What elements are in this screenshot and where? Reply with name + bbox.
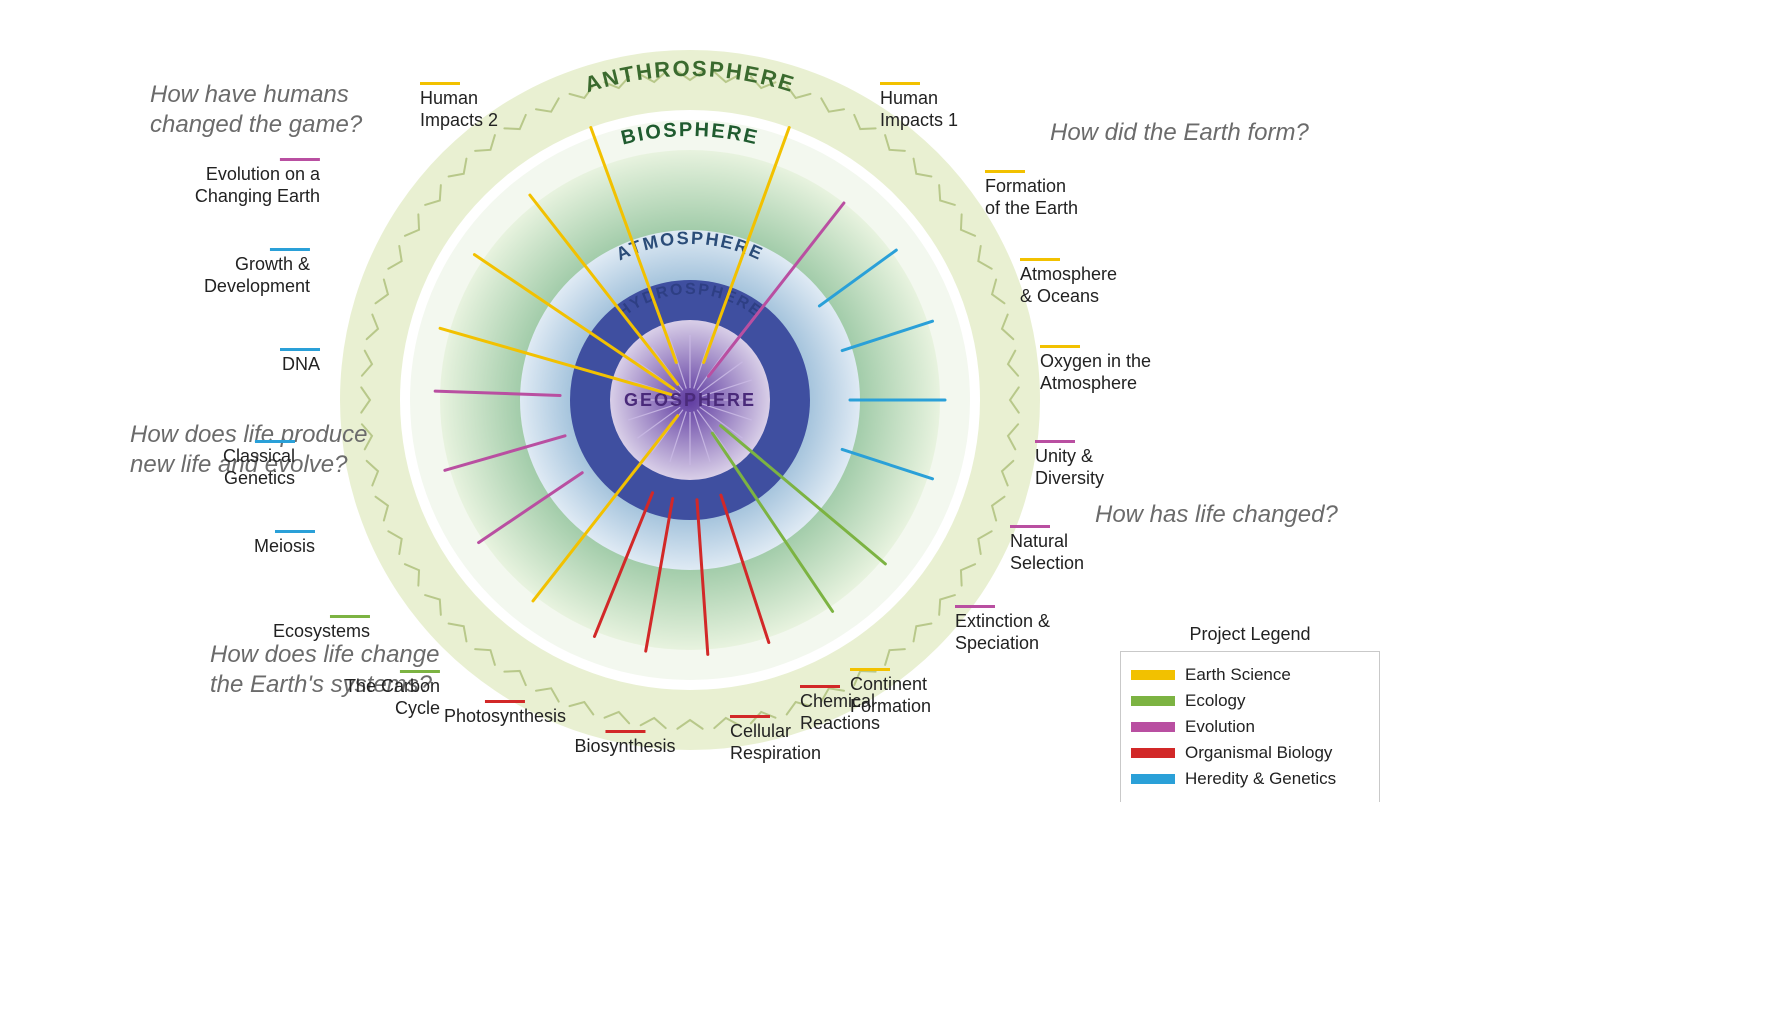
topic-underline	[1010, 525, 1050, 528]
topic-label-text: Natural Selection	[1010, 531, 1084, 573]
infographic-stage: ANTHROSPHEREBIOSPHEREATMOSPHEREHYDROSPHE…	[0, 0, 1771, 1033]
topic-label-text: Oxygen in the Atmosphere	[1040, 351, 1151, 393]
topic-atmosphere-oceans: Atmosphere & Oceans	[1020, 258, 1117, 307]
legend-title: Project Legend	[1120, 620, 1380, 651]
topic-oxygen-atmosphere: Oxygen in the Atmosphere	[1040, 345, 1151, 394]
legend-label: Organismal Biology	[1185, 743, 1332, 763]
legend-swatch	[1131, 670, 1175, 680]
topic-underline	[330, 615, 370, 618]
legend-label: Heredity & Genetics	[1185, 769, 1336, 789]
topic-label-text: Ecosystems	[273, 621, 370, 641]
topic-underline	[275, 530, 315, 533]
topic-underline	[420, 82, 460, 85]
topic-underline	[400, 670, 440, 673]
topic-carbon-cycle: The Carbon Cycle	[345, 670, 440, 719]
topic-photosynthesis: Photosynthesis	[444, 700, 566, 728]
legend-label: Ecology	[1185, 691, 1245, 711]
topic-label-text: Unity & Diversity	[1035, 446, 1104, 488]
topic-label-text: Classical Genetics	[223, 446, 295, 488]
topic-underline	[1020, 258, 1060, 261]
topic-evolution-changing: Evolution on a Changing Earth	[195, 158, 320, 207]
topic-label-text: DNA	[282, 354, 320, 374]
legend-row-1: Ecology	[1131, 688, 1363, 714]
legend-swatch	[1131, 722, 1175, 732]
topic-human-impacts-2: Human Impacts 2	[420, 82, 498, 131]
question-q-humans: How have humans changed the game?	[150, 80, 362, 140]
topic-underline	[280, 158, 320, 161]
legend-row-4: Heredity & Genetics	[1131, 766, 1363, 792]
topic-label-text: Human Impacts 2	[420, 88, 498, 130]
topic-label-text: Meiosis	[254, 536, 315, 556]
topic-underline	[485, 700, 525, 703]
ring-label-geosphere: GEOSPHERE	[624, 390, 756, 410]
topic-label-text: The Carbon Cycle	[345, 676, 440, 718]
legend-row-0: Earth Science	[1131, 662, 1363, 688]
topic-label-text: Evolution on a Changing Earth	[195, 164, 320, 206]
legend-row-2: Evolution	[1131, 714, 1363, 740]
topic-underline	[270, 248, 310, 251]
project-legend: Project Legend Earth Science Ecology Evolu…	[1120, 620, 1380, 802]
topic-underline	[850, 668, 890, 671]
topic-classical-genetics: Classical Genetics	[223, 440, 295, 489]
topic-label-text: Atmosphere & Oceans	[1020, 264, 1117, 306]
question-q-changed: How has life changed?	[1095, 500, 1338, 530]
rings-svg: ANTHROSPHEREBIOSPHEREATMOSPHEREHYDROSPHE…	[0, 0, 1771, 1033]
legend-swatch	[1131, 696, 1175, 706]
topic-underline	[955, 605, 995, 608]
topic-cellular-resp: Cellular Respiration	[730, 715, 821, 764]
legend-label: Evolution	[1185, 717, 1255, 737]
topic-underline	[280, 348, 320, 351]
topic-ecosystems: Ecosystems	[273, 615, 370, 643]
topic-dna: DNA	[280, 348, 320, 376]
topic-underline	[880, 82, 920, 85]
topic-label-text: Cellular Respiration	[730, 721, 821, 763]
topic-label-text: Photosynthesis	[444, 706, 566, 726]
topic-growth-dev: Growth & Development	[204, 248, 310, 297]
topic-underline	[730, 715, 770, 718]
legend-swatch	[1131, 774, 1175, 784]
topic-underline	[1040, 345, 1080, 348]
topic-label-text: Human Impacts 1	[880, 88, 958, 130]
topic-label-text: Formation of the Earth	[985, 176, 1078, 218]
topic-underline	[800, 685, 840, 688]
topic-underline	[1035, 440, 1075, 443]
topic-human-impacts-1: Human Impacts 1	[880, 82, 958, 131]
topic-underline	[255, 440, 295, 443]
legend-label: Earth Science	[1185, 665, 1291, 685]
topic-biosynthesis: Biosynthesis	[574, 730, 675, 758]
legend-box: Earth Science Ecology Evolution Organismal …	[1120, 651, 1380, 802]
topic-unity-diversity: Unity & Diversity	[1035, 440, 1104, 489]
topic-formation-earth: Formation of the Earth	[985, 170, 1078, 219]
topic-label-text: Extinction & Speciation	[955, 611, 1050, 653]
legend-swatch	[1131, 748, 1175, 758]
topic-underline	[605, 730, 645, 733]
topic-label-text: Biosynthesis	[574, 736, 675, 756]
legend-row-3: Organismal Biology	[1131, 740, 1363, 766]
topic-extinction-spec: Extinction & Speciation	[955, 605, 1050, 654]
topic-underline	[985, 170, 1025, 173]
topic-label-text: Growth & Development	[204, 254, 310, 296]
question-q-form: How did the Earth form?	[1050, 118, 1309, 148]
topic-natural-selection: Natural Selection	[1010, 525, 1084, 574]
topic-meiosis: Meiosis	[254, 530, 315, 558]
